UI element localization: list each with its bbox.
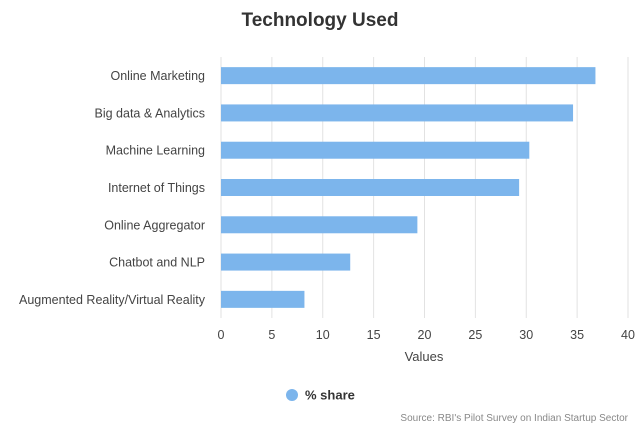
- source-credit: Source: RBI's Pilot Survey on Indian Sta…: [400, 413, 628, 424]
- x-tick-label: 25: [468, 328, 482, 342]
- x-tick-label: 40: [621, 328, 635, 342]
- legend[interactable]: % share: [286, 388, 355, 403]
- bar[interactable]: [221, 67, 596, 85]
- bar[interactable]: [221, 216, 418, 234]
- x-tick-label: 0: [218, 328, 225, 342]
- bar[interactable]: [221, 141, 530, 159]
- x-tick-label: 35: [570, 328, 584, 342]
- category-label: Online Marketing: [111, 69, 206, 83]
- category-label: Machine Learning: [106, 144, 205, 158]
- category-label: Augmented Reality/Virtual Reality: [19, 293, 206, 307]
- bar[interactable]: [221, 179, 520, 196]
- chart-title: Technology Used: [242, 10, 399, 31]
- category-label: Big data & Analytics: [95, 106, 205, 120]
- x-tick-label: 10: [316, 328, 330, 342]
- category-labels: Online Marketing Big data & Analytics Mach…: [19, 69, 206, 307]
- bar[interactable]: [221, 104, 574, 122]
- category-label: Chatbot and NLP: [109, 256, 205, 270]
- bars: [221, 67, 596, 308]
- bar[interactable]: [221, 290, 305, 308]
- legend-marker: [286, 389, 298, 401]
- x-tick-label: 30: [519, 328, 533, 342]
- bar[interactable]: [221, 253, 351, 271]
- category-label: Internet of Things: [108, 181, 205, 195]
- x-tick-labels: 0 5 10 15 20 25 30 35 40: [218, 328, 635, 342]
- x-axis-title: Values: [405, 349, 444, 364]
- x-tick-label: 15: [367, 328, 381, 342]
- legend-label: % share: [305, 388, 355, 403]
- x-tick-label: 20: [418, 328, 432, 342]
- x-tick-label: 5: [268, 328, 275, 342]
- category-label: Online Aggregator: [104, 218, 205, 232]
